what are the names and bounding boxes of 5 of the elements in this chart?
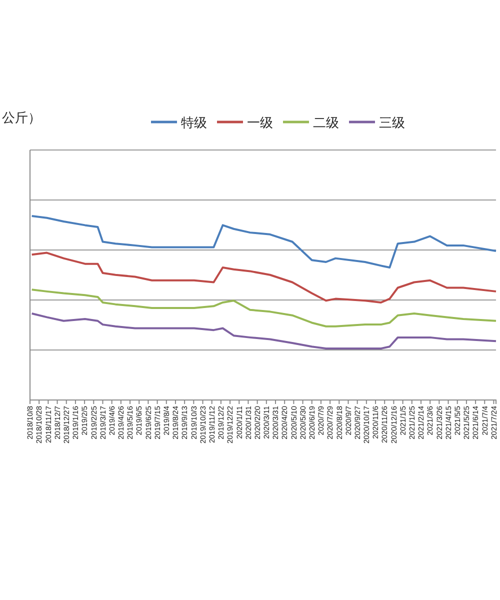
legend-label: 二级 xyxy=(313,115,339,130)
text: 公斤） xyxy=(2,110,41,125)
legend-label: 一级 xyxy=(247,115,273,130)
legend-label: 三级 xyxy=(379,115,405,130)
legend-label: 特级 xyxy=(181,115,207,130)
